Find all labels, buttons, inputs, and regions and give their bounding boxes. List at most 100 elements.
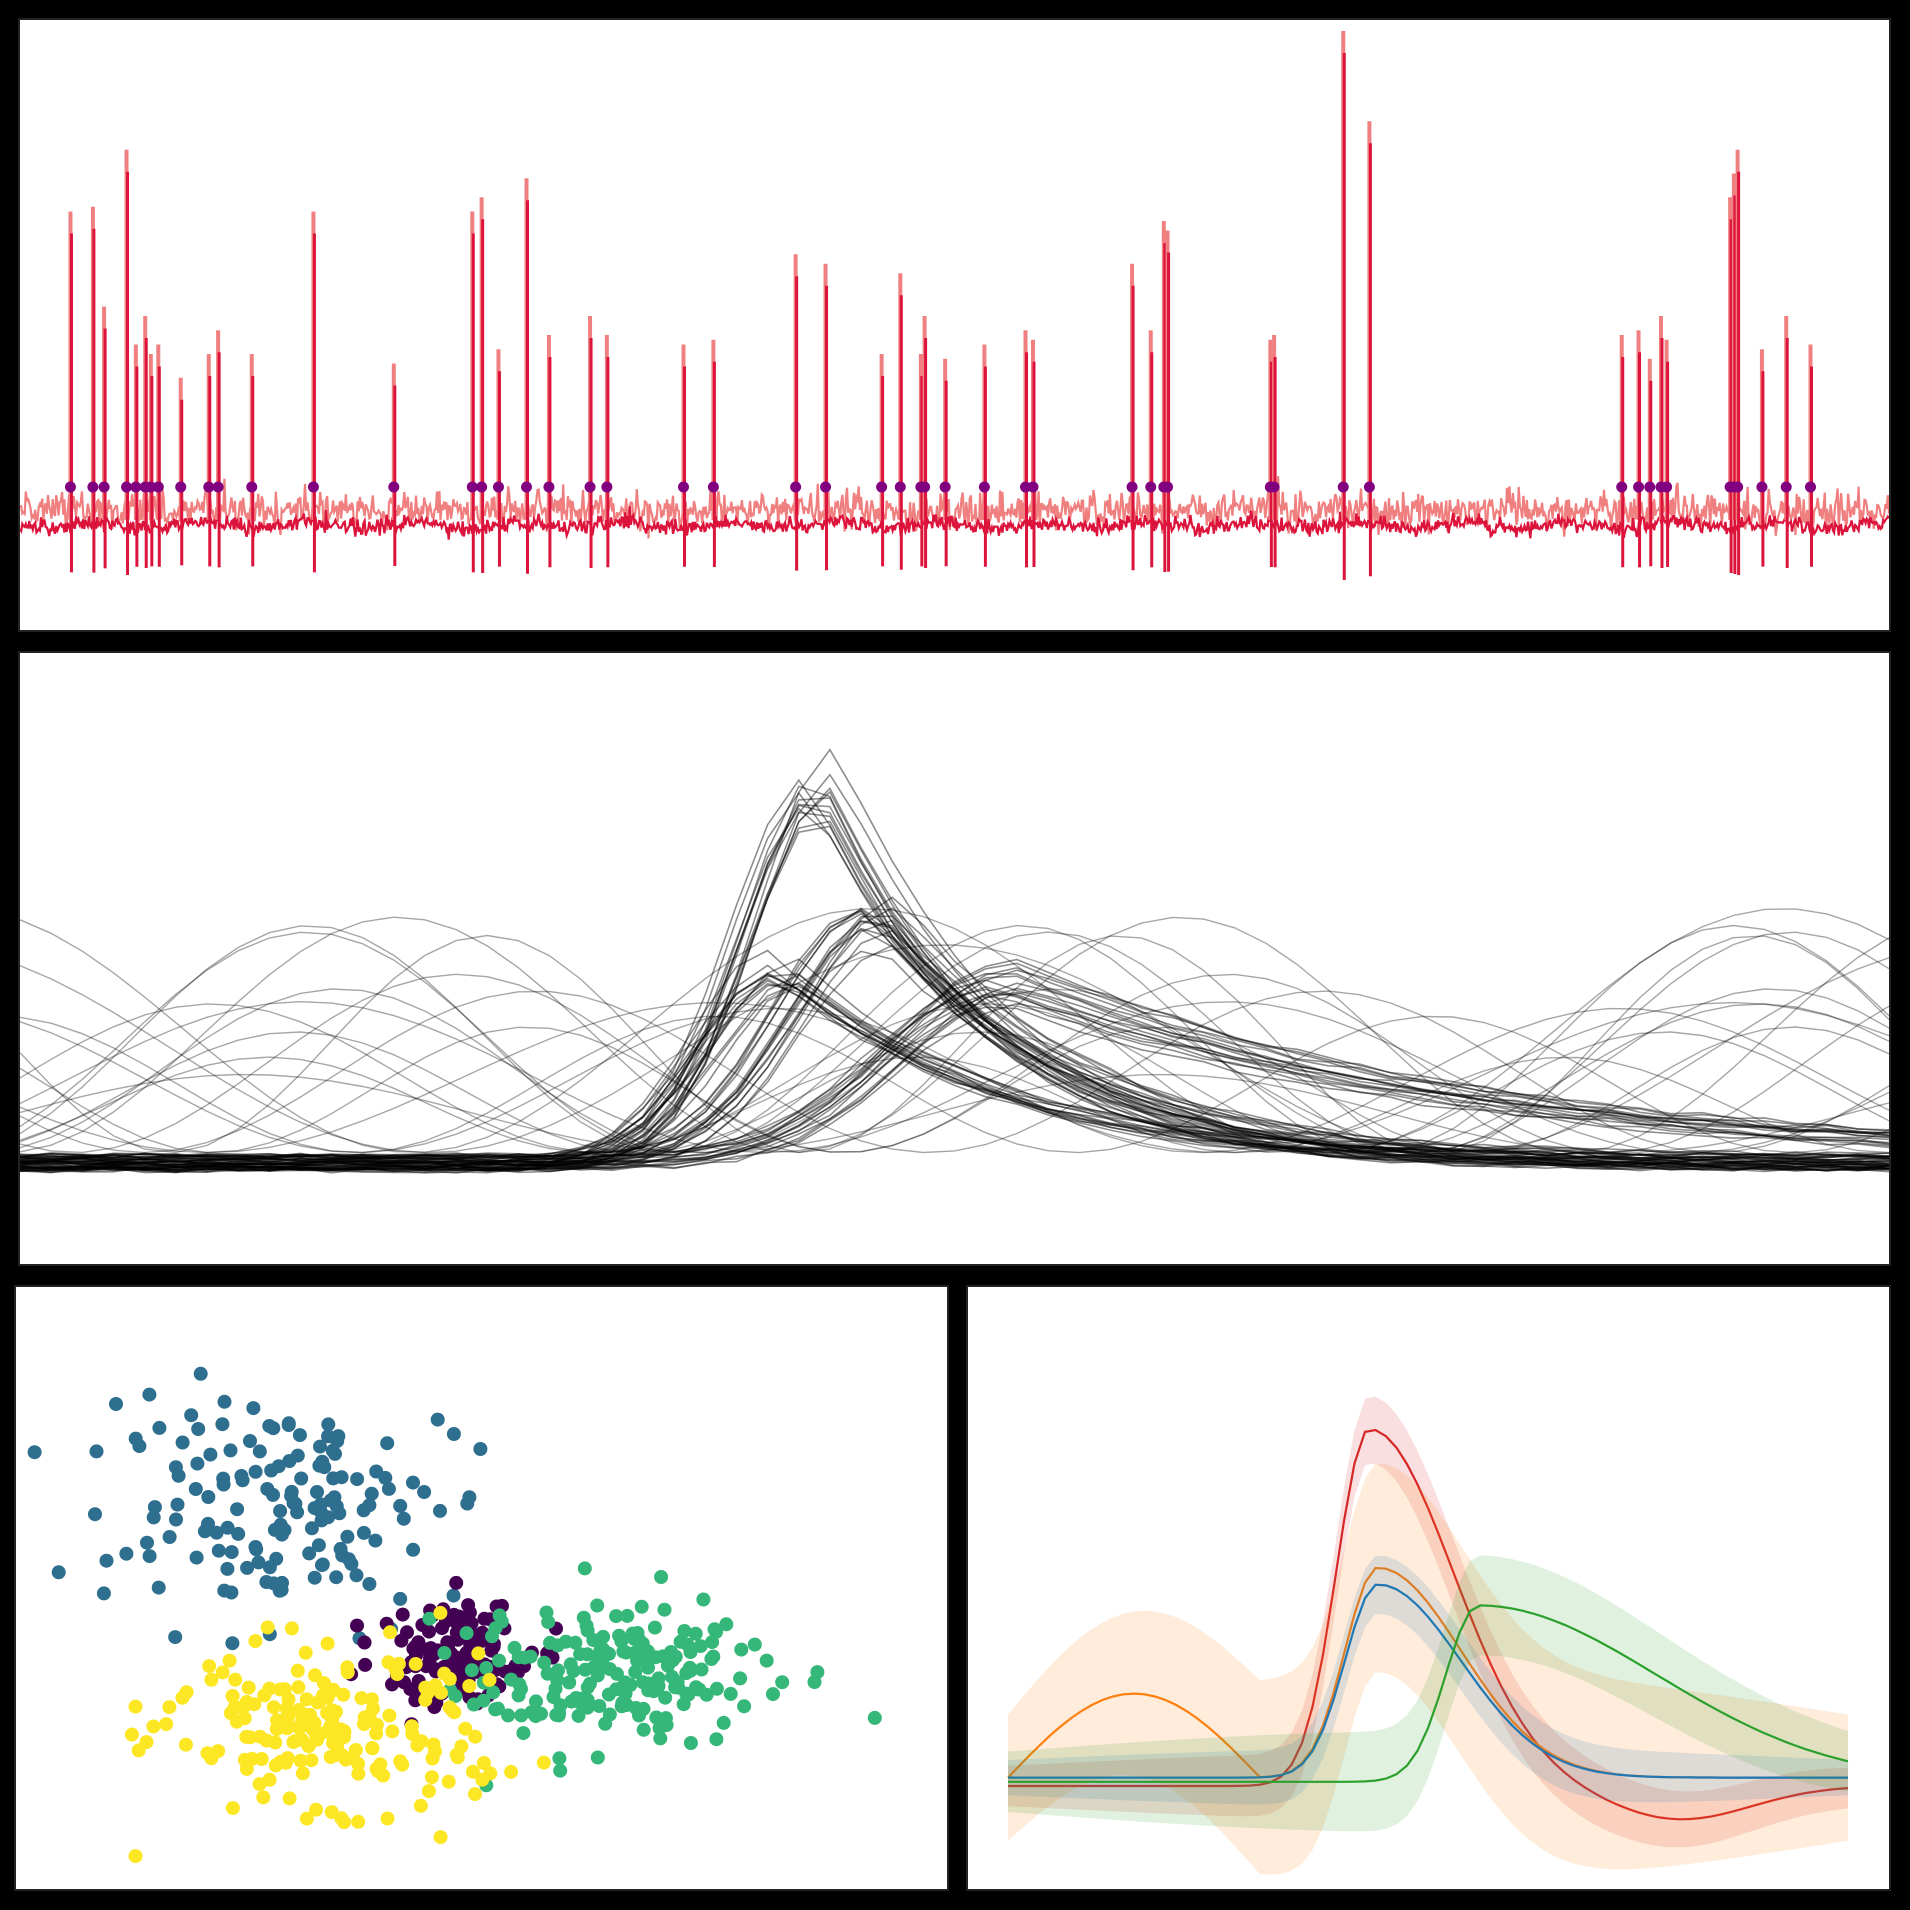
waveform-outlier-line xyxy=(20,916,1889,1154)
scatter-point xyxy=(350,1618,364,1633)
scatter-point xyxy=(357,1717,371,1731)
waveform-outlier-line xyxy=(20,1001,1889,1154)
scatter-point xyxy=(595,1652,610,1667)
cluster-mean-plot xyxy=(1007,1396,1849,1875)
scatter-point xyxy=(128,1699,143,1714)
scatter-point xyxy=(338,1752,353,1767)
scatter-point xyxy=(615,1695,630,1710)
scatter-point xyxy=(159,1717,174,1732)
scatter-point xyxy=(694,1662,709,1677)
scatter-point xyxy=(248,1634,263,1649)
pca-scatter-plot xyxy=(27,1366,882,1864)
scatter-point xyxy=(628,1665,643,1679)
scatter-point xyxy=(230,1502,245,1517)
scatter-point xyxy=(282,1791,297,1806)
waveform-outlier-line xyxy=(20,973,1889,1154)
waveform-line xyxy=(20,991,1889,1172)
scatter-point xyxy=(351,1814,366,1829)
waveform-line xyxy=(20,979,1889,1163)
scatter-point xyxy=(240,1560,255,1575)
scatter-point xyxy=(220,1561,235,1576)
scatter-point xyxy=(128,1849,143,1864)
scatter-point xyxy=(119,1546,134,1561)
scatter-point xyxy=(733,1671,748,1686)
scatter-point xyxy=(598,1716,613,1731)
spike-marker xyxy=(1732,481,1744,493)
scatter-point xyxy=(400,1625,414,1640)
scatter-point xyxy=(162,1530,177,1544)
scatter-point xyxy=(170,1497,185,1512)
scatter-point xyxy=(635,1675,650,1690)
scatter-point xyxy=(241,1680,256,1695)
scatter-point xyxy=(253,1729,267,1744)
scatter-point xyxy=(578,1662,593,1677)
mean-band xyxy=(1008,1555,1848,1805)
scatter-point xyxy=(147,1500,162,1515)
spike-marker xyxy=(203,481,215,493)
scatter-point xyxy=(358,1657,373,1672)
spike xyxy=(919,316,931,568)
spike xyxy=(175,377,187,566)
scatter-point xyxy=(592,1699,607,1713)
cluster xyxy=(124,1605,551,1864)
waveform-line xyxy=(20,982,1889,1173)
scatter-point xyxy=(274,1527,289,1542)
waveform-outlier-line xyxy=(20,907,1889,1154)
scatter-point xyxy=(204,1672,219,1687)
spike-marker xyxy=(919,481,931,493)
scatter-point xyxy=(590,1598,605,1613)
spike xyxy=(707,339,719,567)
scatter-point xyxy=(422,1624,436,1639)
scatter-point xyxy=(284,1621,299,1636)
spike xyxy=(307,211,319,573)
scatter-point xyxy=(51,1565,66,1580)
spike-marker xyxy=(939,481,951,493)
scatter-point xyxy=(562,1675,577,1690)
scatter-point xyxy=(483,1766,498,1781)
scatter-point xyxy=(334,1811,349,1826)
scatter-point xyxy=(410,1738,425,1753)
scatter-point xyxy=(536,1755,551,1770)
scatter-point xyxy=(454,1739,469,1754)
spike-marker xyxy=(1805,481,1817,493)
waveform-line xyxy=(20,915,1889,1159)
scatter-point xyxy=(393,1498,408,1513)
waveform-line xyxy=(20,907,1889,1164)
spike-marker xyxy=(894,481,906,493)
scatter-point xyxy=(580,1647,595,1662)
scatter-point xyxy=(142,1387,157,1402)
scatter-point xyxy=(380,1436,395,1451)
waveform-outlier-line xyxy=(20,944,1889,1154)
scatter-point xyxy=(295,1710,310,1725)
spike-marker xyxy=(1616,481,1628,493)
scatter-point xyxy=(620,1608,635,1623)
scatter-point xyxy=(293,1753,308,1768)
scatter-point xyxy=(468,1729,483,1744)
scatter-point xyxy=(395,1607,410,1622)
spike xyxy=(543,335,555,568)
scatter-point xyxy=(649,1710,664,1725)
scatter-point xyxy=(405,1727,420,1741)
scatter-point xyxy=(440,1635,455,1650)
scatter-point xyxy=(679,1666,694,1681)
waveform-line xyxy=(20,907,1889,1164)
spike-marker xyxy=(492,481,504,493)
scatter-point xyxy=(201,1490,216,1504)
filtered-signal-line xyxy=(20,506,1889,540)
waveform-line xyxy=(20,909,1889,1169)
scatter-point xyxy=(552,1706,567,1720)
raw-trace-panel xyxy=(18,18,1891,632)
scatter-point xyxy=(146,1510,161,1525)
scatter-point xyxy=(654,1570,669,1584)
scatter-point xyxy=(189,1550,204,1565)
waveform-line xyxy=(20,919,1889,1159)
scatter-point xyxy=(447,1607,461,1622)
spike-marker xyxy=(388,481,400,493)
scatter-point xyxy=(349,1568,364,1583)
waveform-line xyxy=(20,962,1889,1160)
spike xyxy=(1268,335,1280,568)
waveform-line xyxy=(20,969,1889,1166)
scatter-point xyxy=(294,1732,309,1747)
scatter-point xyxy=(337,1724,352,1739)
scatter-point xyxy=(614,1634,629,1649)
